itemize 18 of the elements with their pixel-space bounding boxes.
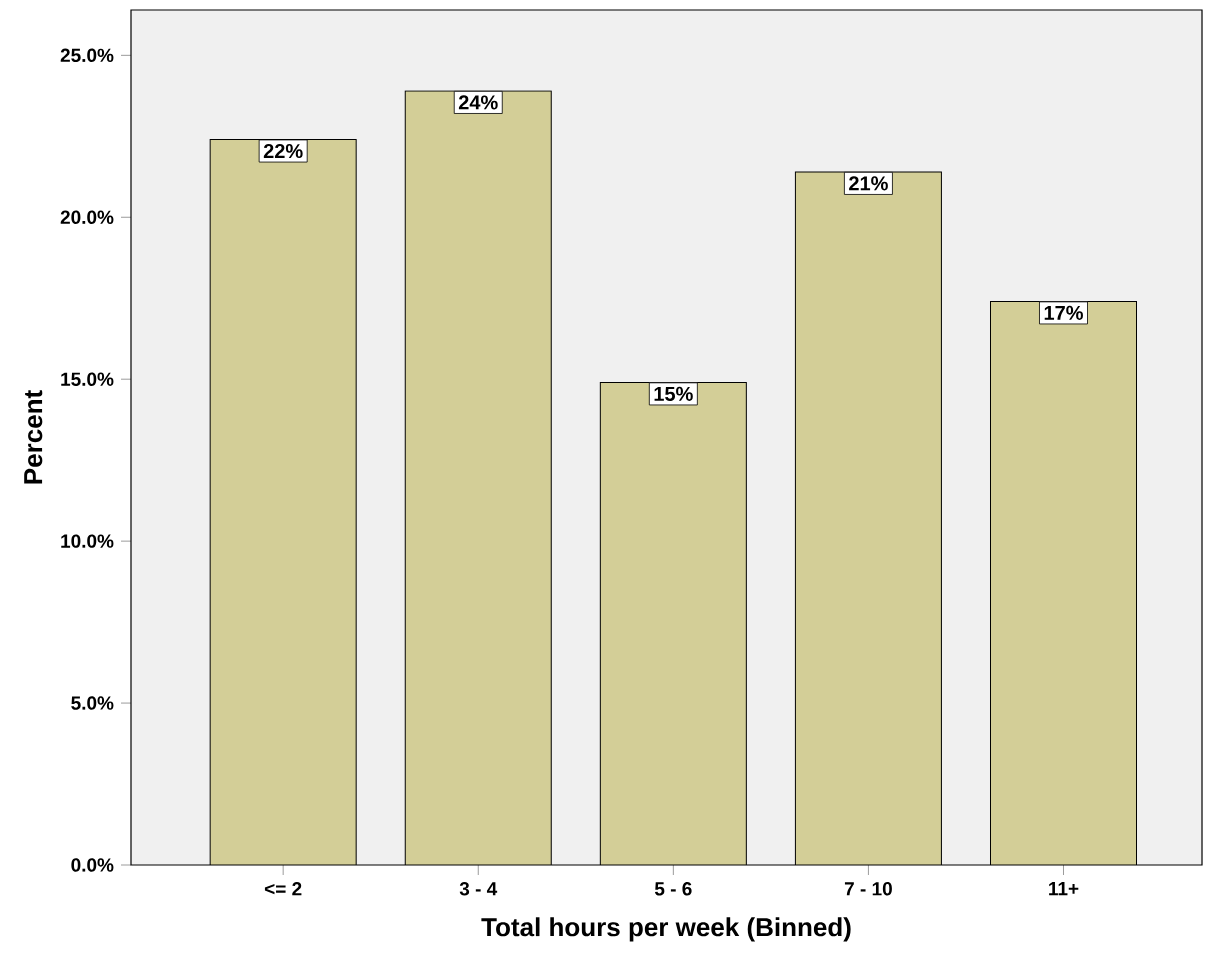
data-label: 24%	[458, 95, 498, 110]
x-tick-label: 7 - 10	[844, 882, 892, 896]
y-tick-label: 25.0%	[60, 48, 114, 63]
data-label: 21%	[849, 176, 888, 191]
y-axis-title: Percent	[24, 390, 43, 484]
data-label: 22%	[263, 143, 303, 159]
y-tick-label: 5.0%	[71, 696, 114, 710]
x-tick-label: <= 2	[264, 882, 302, 896]
y-tick-label: 0.0%	[71, 858, 114, 872]
data-label: 15%	[654, 386, 693, 401]
y-tick-label: 20.0%	[60, 210, 114, 224]
x-tick-label: 3 - 4	[459, 882, 498, 896]
y-tick-label: 10.0%	[61, 534, 114, 548]
y-tick-label: 15.0%	[61, 372, 114, 386]
x-tick-label: 11+	[1049, 882, 1079, 896]
x-tick-label: 5 - 6	[654, 882, 692, 896]
x-axis-title: Total hours per week (Binned)	[481, 917, 851, 942]
data-label: 17%	[1044, 305, 1083, 320]
